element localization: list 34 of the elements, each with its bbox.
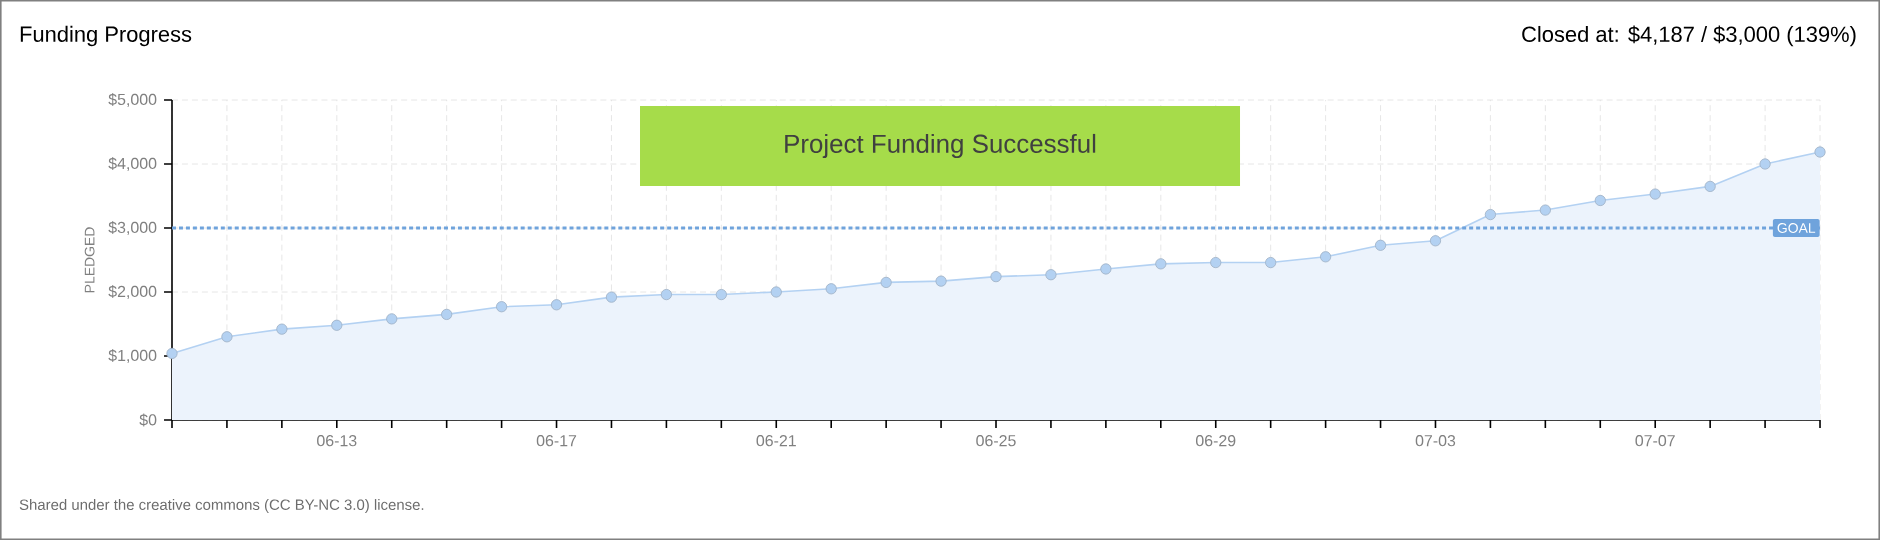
point xyxy=(1155,258,1167,270)
point xyxy=(1649,188,1661,200)
point xyxy=(1210,256,1222,269)
point xyxy=(221,331,233,343)
point xyxy=(935,275,947,287)
point xyxy=(1320,251,1332,263)
point xyxy=(441,308,453,320)
point xyxy=(496,301,508,313)
point xyxy=(1704,180,1716,192)
point xyxy=(1100,263,1112,275)
point xyxy=(1759,158,1771,170)
annotation: Project Funding Successful xyxy=(785,133,1096,159)
point xyxy=(990,271,1002,283)
point xyxy=(166,347,178,360)
point xyxy=(331,319,343,331)
point xyxy=(715,288,727,301)
point xyxy=(1374,239,1387,251)
point xyxy=(1045,269,1057,281)
point xyxy=(1814,146,1826,158)
point xyxy=(1594,194,1606,207)
point xyxy=(1539,204,1551,216)
point xyxy=(825,283,837,295)
point xyxy=(550,299,563,311)
point xyxy=(880,276,892,288)
point xyxy=(386,313,398,325)
chart-subtitle: Closed at: $4,187 / $3,000 (139%) xyxy=(1522,25,1856,47)
point xyxy=(770,286,782,298)
point xyxy=(1484,208,1496,221)
point xyxy=(276,323,288,335)
point xyxy=(605,291,618,303)
point xyxy=(1429,235,1442,247)
chart-title: Funding Progress xyxy=(20,25,192,47)
point xyxy=(1265,256,1277,269)
point xyxy=(660,288,672,301)
